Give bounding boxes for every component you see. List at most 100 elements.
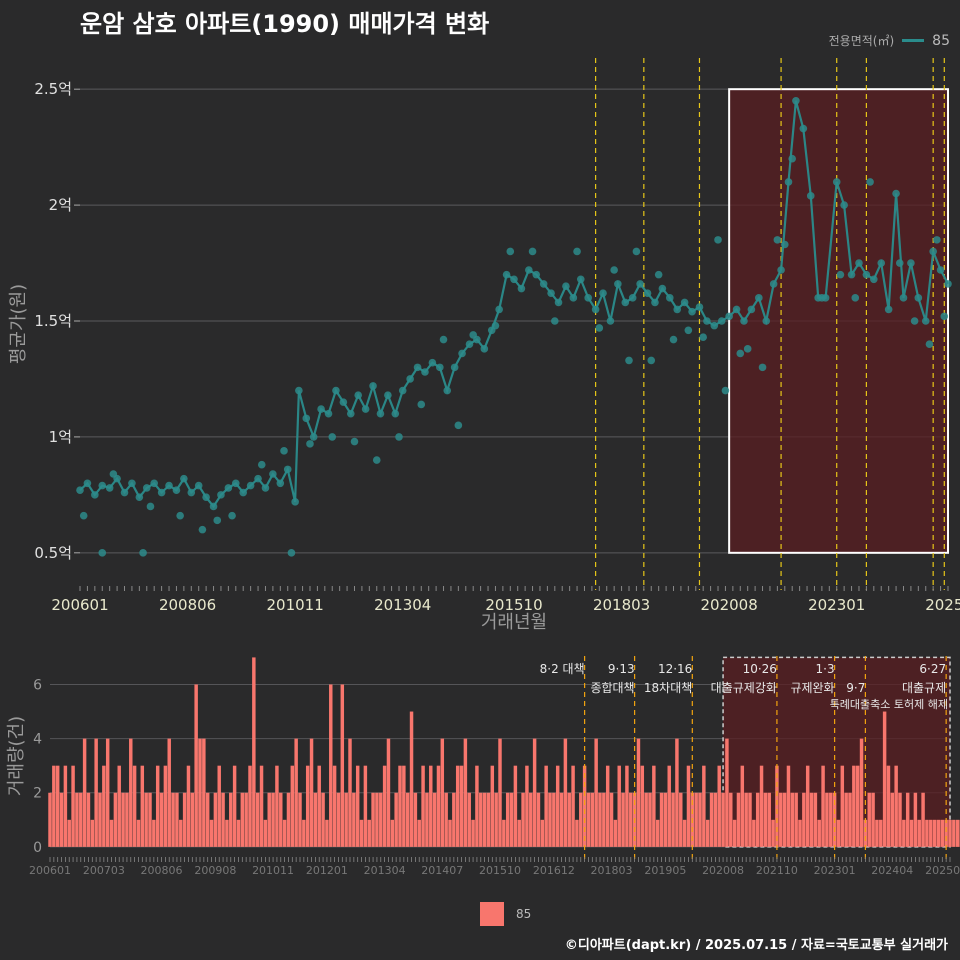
- bar-y-tick-label: 6: [33, 677, 42, 693]
- footer-credit: ©디아파트(dapt.kr) / 2025.07.15 / 자료=국토교통부 실…: [564, 938, 948, 953]
- price-point: [510, 275, 518, 284]
- volume-bar: [771, 819, 775, 847]
- volume-bar: [309, 738, 314, 847]
- volume-bar: [540, 819, 545, 847]
- volume-bar: [529, 792, 533, 847]
- volume-bar: [648, 792, 652, 847]
- y-tick-label: 2억: [49, 196, 72, 214]
- volume-bar: [844, 792, 848, 847]
- price-point: [862, 270, 871, 279]
- price-point: [569, 294, 578, 302]
- price-point: [769, 280, 778, 288]
- price-point: [517, 284, 526, 293]
- price-point: [465, 340, 474, 348]
- volume-bar: [575, 819, 579, 847]
- price-point: [502, 270, 511, 279]
- volume-bar: [421, 765, 425, 847]
- volume-bar: [429, 765, 433, 847]
- bar-y-tick-label: 0: [33, 840, 42, 856]
- volume-bar: [617, 765, 621, 847]
- volume-chart: 0 2 4 6 8·2 대책 9·13 종합대책 12·16 18차대책 10·26 대출규제강화 1…: [6, 656, 960, 877]
- price-point: [450, 363, 459, 372]
- volume-bar: [525, 765, 529, 847]
- volume-bar: [879, 819, 883, 847]
- volume-bar: [105, 738, 110, 847]
- volume-bar: [713, 792, 718, 847]
- price-point: [302, 414, 311, 423]
- price-point: [165, 481, 173, 490]
- price-point: [710, 321, 719, 330]
- volume-bar: [825, 792, 829, 847]
- price-point: [621, 298, 630, 307]
- price-point: [914, 294, 923, 302]
- volume-bar: [852, 765, 856, 847]
- price-point: [792, 96, 800, 105]
- volume-bar: [432, 792, 437, 847]
- volume-bar: [502, 819, 506, 847]
- bar-x-tick-label: 201011: [252, 864, 294, 877]
- volume-bar: [479, 792, 483, 847]
- volume-bar: [440, 738, 445, 847]
- volume-bar: [325, 819, 329, 847]
- volume-bar: [694, 792, 698, 847]
- volume-bar: [263, 819, 268, 847]
- volume-bar: [379, 792, 383, 847]
- price-point: [651, 298, 659, 307]
- price-point: [309, 433, 318, 441]
- volume-bar: [567, 792, 571, 847]
- trade-point: [595, 324, 604, 332]
- price-point: [261, 484, 270, 492]
- volume-bar: [286, 792, 291, 847]
- price-point: [740, 317, 748, 325]
- volume-bar: [740, 765, 745, 847]
- volume-bar: [732, 819, 737, 847]
- volume-bar: [936, 819, 941, 847]
- trade-point: [439, 335, 448, 344]
- x-tick-label: 201304: [374, 596, 431, 614]
- legend: 전용면적(㎡) 85: [829, 32, 950, 49]
- volume-bar: [794, 792, 798, 847]
- bar-x-tick-label: 201407: [421, 864, 463, 877]
- volume-bar: [63, 765, 68, 847]
- bar-x-tick-label: 201304: [364, 864, 406, 877]
- volume-bar: [682, 819, 687, 847]
- volume-bar: [671, 792, 675, 847]
- volume-bar: [452, 792, 456, 847]
- volume-bar: [779, 792, 783, 847]
- y-tick-label: 0.5억: [34, 544, 72, 562]
- price-point: [361, 405, 370, 413]
- volume-bar: [329, 684, 333, 847]
- bar-x-tick-label: 202301: [814, 864, 856, 877]
- trade-point: [625, 356, 633, 365]
- price-point: [599, 289, 607, 297]
- price-point: [428, 358, 437, 367]
- volume-bar: [840, 765, 845, 847]
- volume-bar: [175, 792, 179, 847]
- volume-bar: [505, 792, 510, 847]
- policy-annotation: 특례대출축소 토허제 해제: [830, 697, 948, 711]
- volume-bar: [305, 765, 310, 847]
- volume-bar: [436, 765, 441, 847]
- bar-x-tick-label: 201905: [644, 864, 686, 877]
- price-point: [346, 409, 355, 418]
- x-tick-label: 200806: [159, 596, 216, 614]
- volume-bar: [786, 765, 791, 847]
- volume-bar: [863, 819, 868, 847]
- bar-x-tick-label: 202008: [702, 864, 744, 877]
- trade-point: [647, 356, 656, 365]
- volume-bar: [517, 819, 521, 847]
- trade-point: [395, 433, 403, 441]
- volume-bar: [121, 792, 125, 847]
- volume-bar: [467, 792, 471, 847]
- bar-x-tick-label: 200601: [29, 864, 71, 877]
- trade-point: [669, 335, 678, 344]
- volume-bar: [655, 819, 660, 847]
- volume-bar: [55, 765, 60, 847]
- volume-bar: [782, 792, 787, 847]
- volume-bar: [709, 792, 714, 847]
- price-point: [936, 266, 945, 274]
- policy-label: 6·27: [919, 662, 946, 676]
- volume-bar: [755, 792, 760, 847]
- price-point: [135, 493, 144, 501]
- volume-bar: [52, 765, 56, 847]
